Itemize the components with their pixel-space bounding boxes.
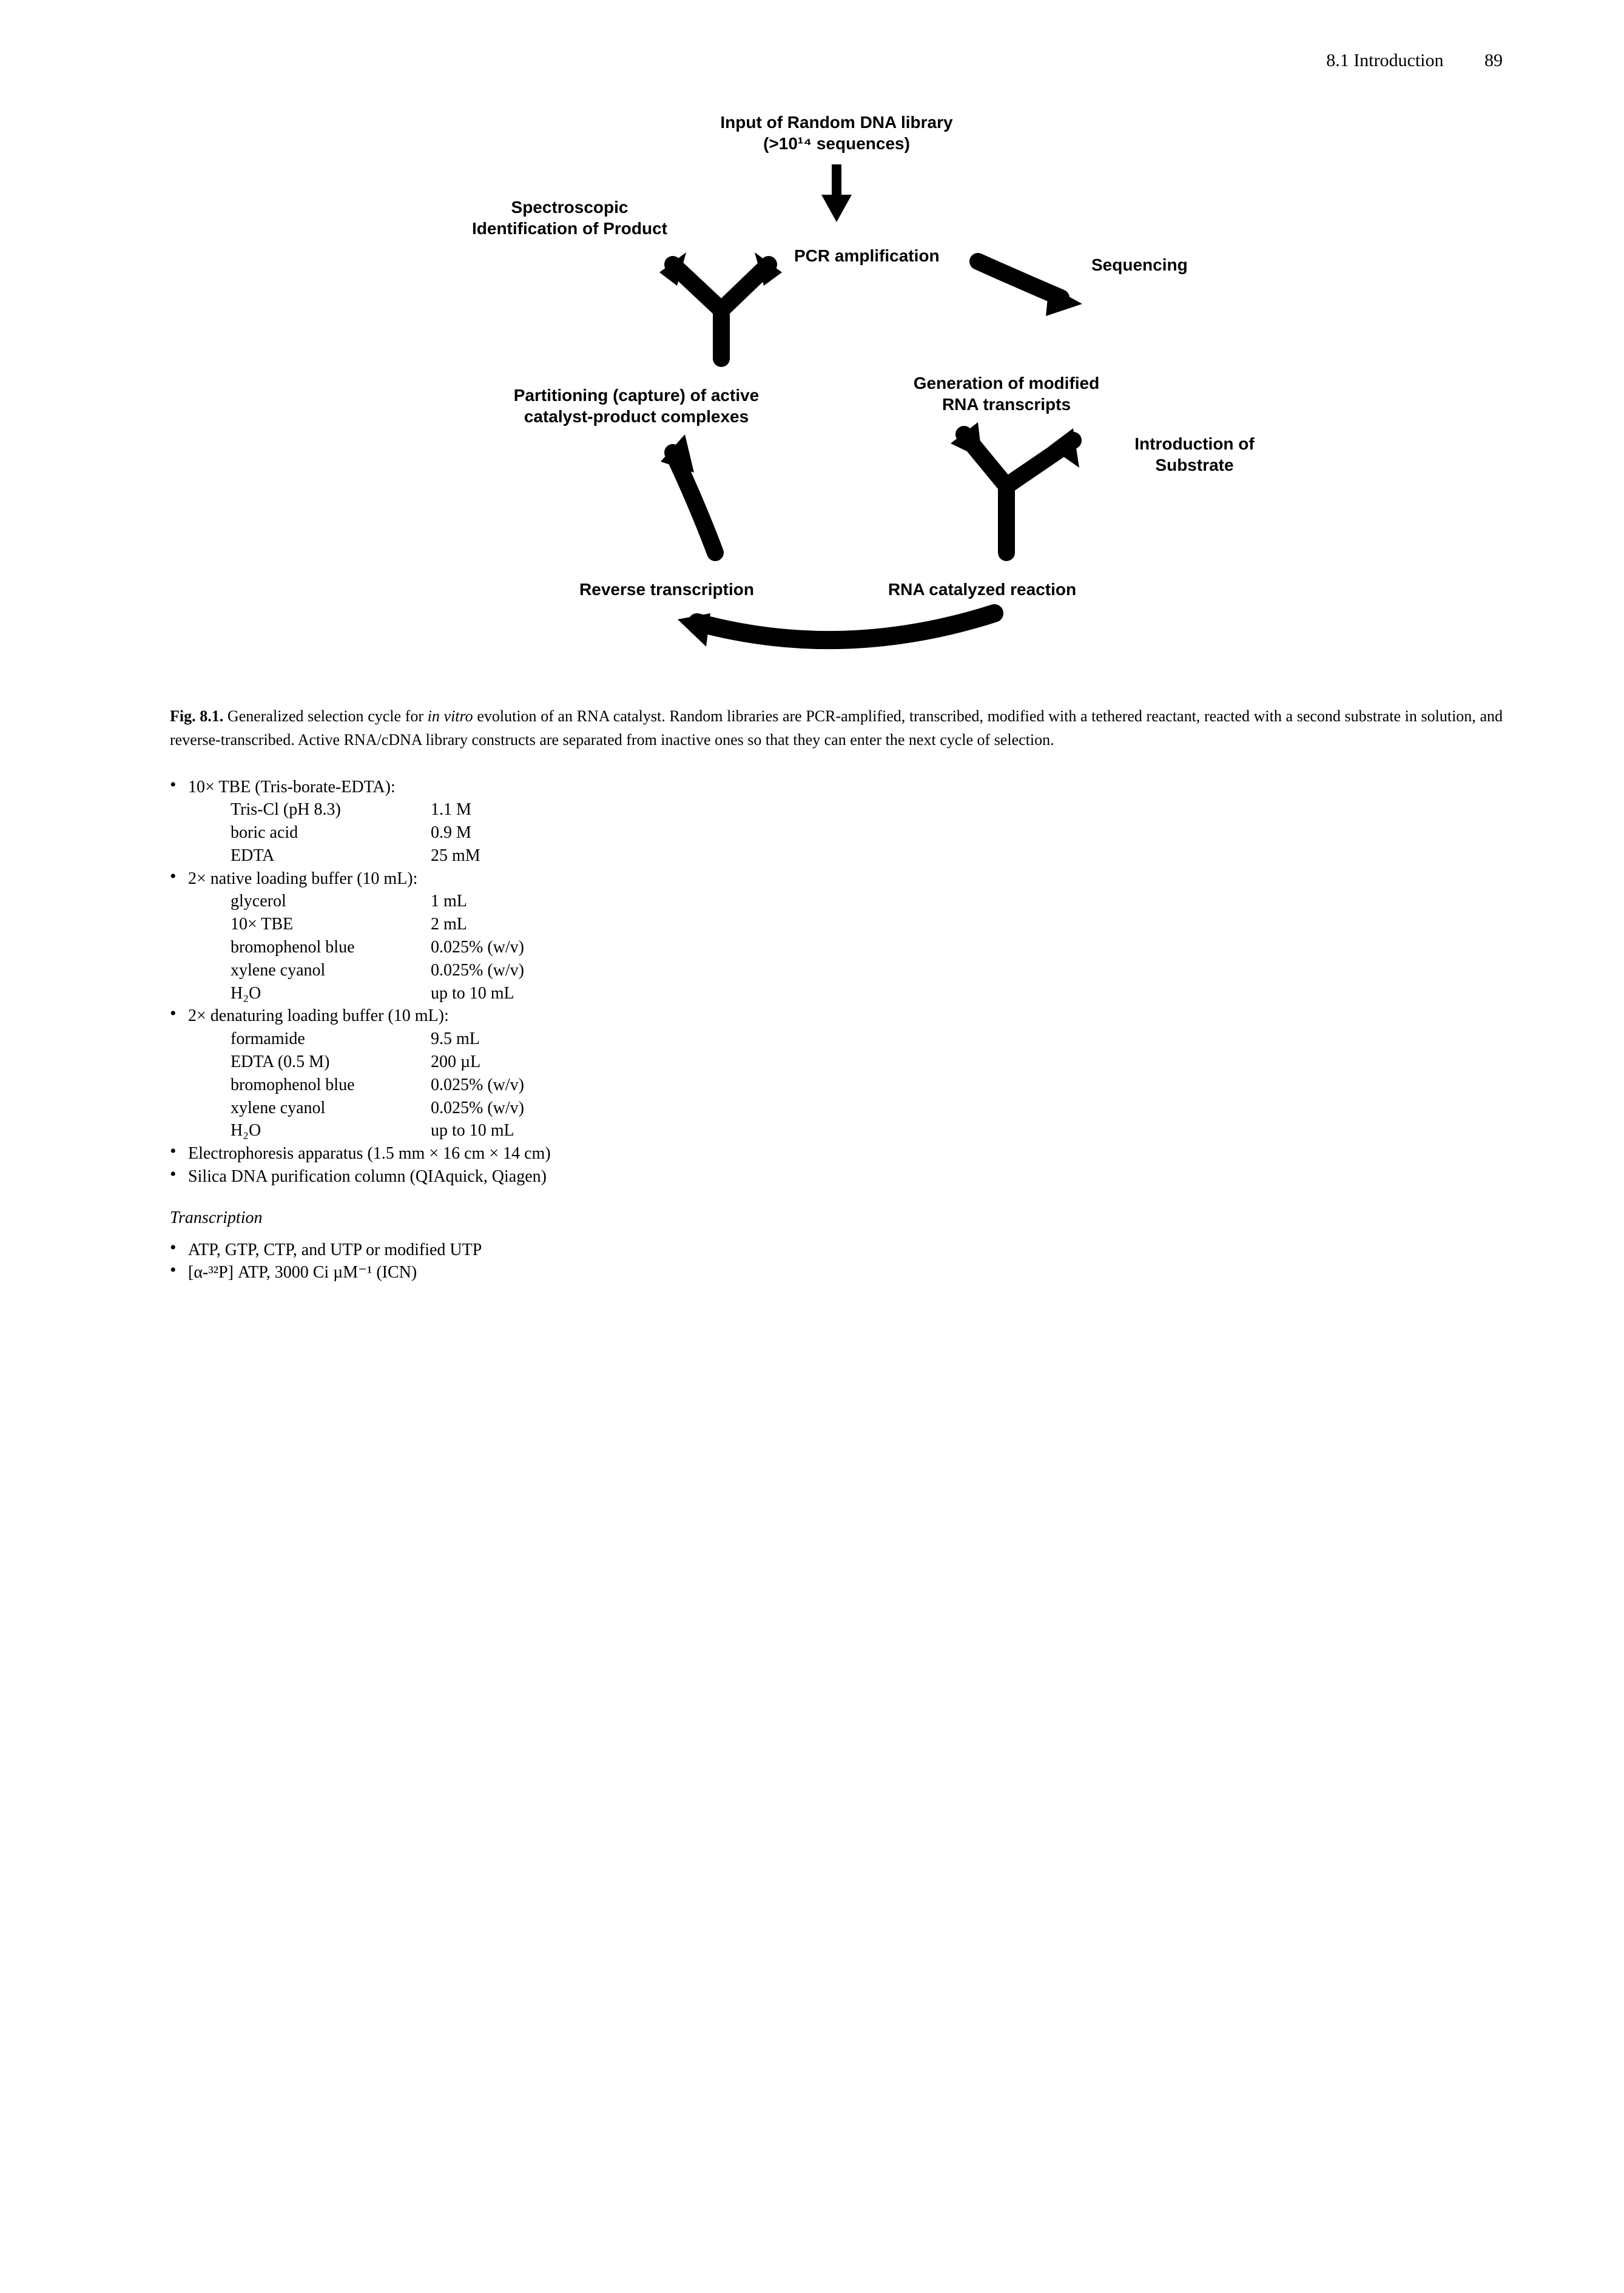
list-item: 2× denaturing loading buffer (10 mL): fo… <box>170 1005 1503 1142</box>
diagram-label-intro-1: Introduction of <box>1134 434 1255 453</box>
list-item: 2× native loading buffer (10 mL): glycer… <box>170 867 1503 1005</box>
transcription-heading: Transcription <box>170 1207 1503 1230</box>
figure-caption-label: Fig. 8.1. <box>170 707 223 725</box>
bullet-text: [α-³²P] ATP, 3000 Ci µM⁻¹ (ICN) <box>188 1263 417 1282</box>
list-item: Silica DNA purification column (QIAquick… <box>170 1165 1503 1188</box>
list-item: Electrophoresis apparatus (1.5 mm × 16 c… <box>170 1142 1503 1165</box>
branch-arrow-left-icon <box>673 264 769 359</box>
diagram-label-input-2: (>10¹⁴ sequences) <box>763 134 910 153</box>
diagram-label-rnacat: RNA catalyzed reaction <box>888 580 1076 599</box>
diagram-label-gen-1: Generation of modified <box>913 374 1099 392</box>
recipe-table: glycerol1 mL 10× TBE2 mL bromophenol blu… <box>231 890 1503 1005</box>
diagram-label-sequencing: Sequencing <box>1091 255 1188 274</box>
diagram-label-spectro-1: Spectroscopic <box>511 198 628 217</box>
recipe-title: 2× denaturing loading buffer (10 mL): <box>188 1005 1503 1028</box>
list-item: ATP, GTP, CTP, and UTP or modified UTP <box>170 1239 1503 1262</box>
bullet-text: Silica DNA purification column (QIAquick… <box>188 1167 547 1186</box>
down-arrow-icon <box>821 164 852 222</box>
running-header: 8.1 Introduction 89 <box>170 49 1503 73</box>
diagram-label-pcr: PCR amplification <box>794 246 940 265</box>
diagram-label-intro_2: Substrate <box>1155 456 1233 474</box>
diagram-label-gen_2: RNA transcripts <box>942 395 1070 414</box>
list-item: 10× TBE (Tris-borate-EDTA): Tris-Cl (pH … <box>170 776 1503 867</box>
figure-caption-text-1: Generalized selection cycle for <box>223 707 427 725</box>
recipe-table: Tris-Cl (pH 8.3)1.1 M boric acid0.9 M ED… <box>231 798 1503 867</box>
bullet-text: ATP, GTP, CTP, and UTP or modified UTP <box>188 1241 482 1259</box>
bottom-curve-arrow-icon <box>697 613 994 640</box>
transcription-list: ATP, GTP, CTP, and UTP or modified UTP [… <box>170 1239 1503 1285</box>
header-section-label: 8.1 Introduction <box>1326 50 1443 70</box>
header-page-number: 89 <box>1484 50 1503 70</box>
bullet-text: Electrophoresis apparatus (1.5 mm × 16 c… <box>188 1144 551 1163</box>
recipe-title: 2× native loading buffer (10 mL): <box>188 867 1503 891</box>
diagram-label-partition-1: Partitioning (capture) of active <box>513 386 759 405</box>
figure-caption-italic: in vitro <box>428 707 473 725</box>
diagram-label-partition-2: catalyst-product complexes <box>524 407 748 426</box>
recipe-title: 10× TBE (Tris-borate-EDTA): <box>188 776 1503 799</box>
diagram-label-revtrans: Reverse transcription <box>579 580 754 599</box>
diagram-label-input-1: Input of Random DNA library <box>720 113 953 132</box>
reagent-list: 10× TBE (Tris-borate-EDTA): Tris-Cl (pH … <box>170 776 1503 1188</box>
list-item: [α-³²P] ATP, 3000 Ci µM⁻¹ (ICN) <box>170 1261 1503 1284</box>
recipe-table: formamide9.5 mL EDTA (0.5 M)200 µL bromo… <box>231 1028 1503 1142</box>
diagram-label-spectro-2: Identification of Product <box>472 219 667 238</box>
selection-cycle-diagram: Input of Random DNA library (>10¹⁴ seque… <box>376 104 1298 680</box>
figure-caption: Fig. 8.1. Generalized selection cycle fo… <box>170 704 1503 752</box>
